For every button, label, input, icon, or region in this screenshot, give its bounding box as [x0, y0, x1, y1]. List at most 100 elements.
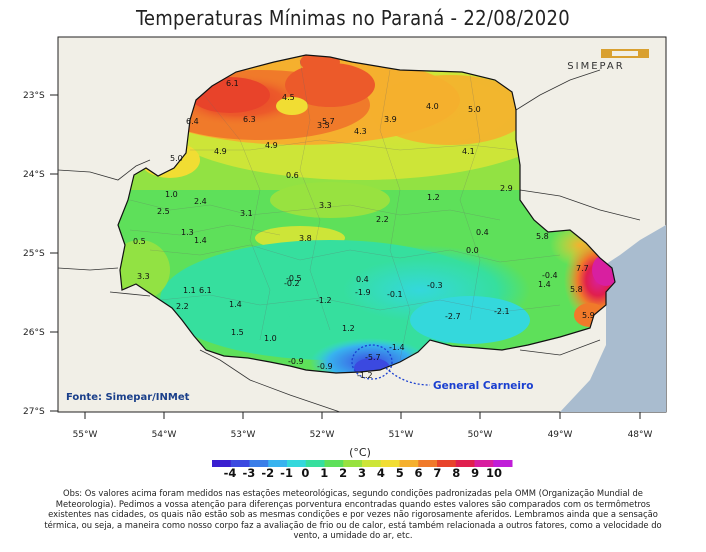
longitude-axis: 55°W 54°W 53°W 52°W 51°W 50°W 49°W 48°W	[73, 412, 653, 440]
station-value: 6.4	[186, 117, 199, 126]
lon-label: 52°W	[310, 430, 335, 440]
colorbar-swatch	[305, 460, 325, 467]
station-value: 3.8	[299, 234, 312, 243]
station-value: 1.4	[194, 236, 207, 245]
station-value: 1.5	[231, 328, 244, 337]
station-value: 4.5	[282, 93, 295, 102]
logo-text: SIMEPAR	[567, 61, 624, 72]
colorbar-swatch	[455, 460, 475, 467]
municipal-borders	[129, 59, 561, 361]
colorbar-swatch	[362, 460, 382, 467]
station-value: -0.1	[387, 290, 403, 299]
station-value: -0.9	[317, 362, 333, 371]
colorbar-tick-label: 9	[471, 466, 480, 480]
colorbar-tick-label: 8	[452, 466, 461, 480]
station-value: 1.2	[342, 324, 355, 333]
colorbar-swatch	[380, 460, 400, 467]
station-value: 1.0	[165, 190, 178, 199]
station-value: 1.4	[538, 280, 551, 289]
colorbar-swatch	[418, 460, 438, 467]
observation-note: Obs: Os valores acima foram medidos nas …	[44, 488, 662, 541]
station-value: 2.9	[500, 184, 513, 193]
border-lines	[58, 69, 641, 412]
station-value: -0.5	[286, 274, 302, 283]
station-value: 1.3	[181, 228, 194, 237]
colorbar-tick-label: 6	[414, 466, 423, 480]
colorbar-swatch	[324, 460, 344, 467]
lon-label: 53°W	[231, 430, 256, 440]
callout-label: General Carneiro	[433, 380, 533, 392]
station-value: 0.4	[476, 228, 489, 237]
station-value: 5.0	[170, 154, 183, 163]
colorbar-swatch	[343, 460, 363, 467]
station-value: -2.7	[445, 312, 461, 321]
lon-label: 49°W	[548, 430, 573, 440]
colorbar-tick-label: -1	[280, 466, 293, 480]
station-value: 5.7	[322, 117, 335, 126]
station-value: 5.8	[570, 285, 583, 294]
colorbar-tick-label: 3	[357, 466, 367, 480]
station-values: 6.1 4.5 6.4 6.3 3.5 5.7 3.9 4.0 5.0 4.3 …	[133, 79, 595, 380]
colorbar-swatch	[437, 460, 457, 467]
colorbar-tick-label: 7	[433, 466, 442, 480]
colorbar-labels: -4 -3 -2 -1 0 1 2 3 4 5 6 7 8 9 10	[212, 466, 512, 480]
latitude-axis: 23°S 24°S 25°S 26°S 27°S	[23, 91, 58, 417]
colorbar-tick-label: -3	[242, 466, 256, 480]
station-value: -1.4	[389, 343, 405, 352]
simepar-logo: SIMEPAR	[567, 49, 649, 72]
callout-general-carneiro: General Carneiro	[351, 344, 533, 392]
colorbar-tick-label: 4	[376, 466, 385, 480]
station-value: -1.2	[316, 296, 332, 305]
station-value: 3.9	[384, 115, 397, 124]
lon-label: 51°W	[389, 430, 414, 440]
lat-label: 25°S	[23, 249, 45, 259]
station-value: 6.1	[226, 79, 239, 88]
colorbar-swatch	[399, 460, 419, 467]
lat-label: 23°S	[23, 91, 45, 101]
lat-label: 27°S	[23, 407, 45, 417]
lon-label: 54°W	[152, 430, 177, 440]
colorbar-tick-label: 5	[395, 466, 404, 480]
station-value: 6.3	[243, 115, 256, 124]
station-value: 6.1	[199, 286, 212, 295]
station-value: -1.2	[357, 371, 373, 380]
lat-label: 26°S	[23, 328, 45, 338]
station-value: -2.1	[494, 307, 510, 316]
station-value: -0.2	[284, 279, 300, 288]
station-value: 1.1	[183, 286, 196, 295]
colorbar-swatch	[212, 460, 232, 467]
colorbar-swatch	[493, 460, 513, 467]
station-value: 4.0	[426, 102, 439, 111]
colorbar-tick-label: -4	[223, 466, 237, 480]
station-value: 3.3	[137, 272, 150, 281]
lon-label: 48°W	[628, 430, 653, 440]
colorbar-unit: (°C)	[349, 446, 371, 459]
map-title: Temperaturas Mínimas no Paraná - 22/08/2…	[135, 6, 571, 30]
station-value: 4.9	[265, 141, 278, 150]
colorbar-tick-label: 2	[339, 466, 348, 480]
station-value: 3.5	[317, 121, 330, 130]
station-value: 2.2	[376, 215, 389, 224]
station-value: 5.8	[536, 232, 549, 241]
station-value: 3.1	[240, 209, 253, 218]
station-value: 5.0	[468, 105, 481, 114]
ocean	[560, 225, 666, 412]
station-value: 7.7	[576, 264, 589, 273]
colorbar-swatch	[474, 460, 494, 467]
station-value: 0.0	[466, 246, 479, 255]
station-value: 1.2	[427, 193, 440, 202]
colorbar	[212, 460, 513, 467]
station-value: 2.2	[176, 302, 189, 311]
station-value: 0.6	[286, 171, 299, 180]
station-value: -0.9	[288, 357, 304, 366]
colorbar-swatch	[268, 460, 288, 467]
colorbar-swatch	[230, 460, 250, 467]
colorbar-tick-label: 10	[485, 466, 503, 480]
station-value: 4.3	[354, 127, 367, 136]
parana-border	[117, 54, 616, 374]
station-value: 4.1	[462, 147, 475, 156]
station-value: 3.3	[319, 201, 332, 210]
colorbar-tick-label: -2	[261, 466, 275, 480]
lon-label: 55°W	[73, 430, 98, 440]
